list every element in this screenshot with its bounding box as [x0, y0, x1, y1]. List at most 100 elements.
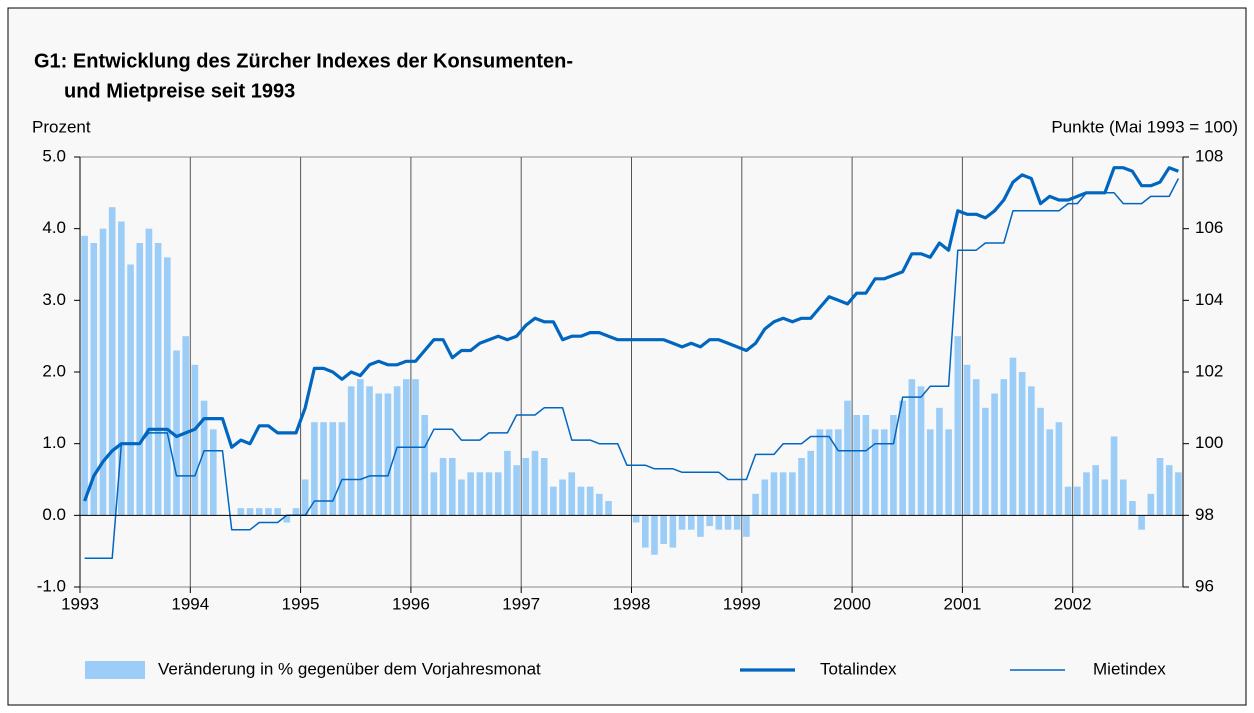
legend-label: Totalindex [820, 659, 897, 678]
bar [1165, 465, 1173, 516]
bar [605, 501, 612, 516]
bar [191, 364, 199, 516]
bar [880, 429, 888, 516]
bar [366, 386, 373, 516]
x-tick-label: 2000 [833, 594, 871, 613]
x-tick-label: 2002 [1054, 594, 1092, 613]
bar [540, 458, 548, 516]
bar [237, 508, 245, 516]
bar [1083, 472, 1090, 516]
bar [798, 458, 805, 516]
x-tick-label: 1999 [723, 594, 761, 613]
chart-title: G1: Entwicklung des Zürcher Indexes der … [34, 50, 573, 72]
bar [926, 429, 934, 516]
y-tick-label: 4.0 [42, 218, 66, 237]
bar [641, 515, 649, 548]
bar [209, 429, 217, 516]
bar [320, 422, 327, 516]
bar [1064, 486, 1072, 516]
bar [476, 472, 484, 516]
bar [871, 429, 879, 516]
bar [982, 407, 989, 516]
bar [1009, 357, 1017, 516]
bar [118, 221, 125, 516]
y-tick-label: 0.0 [42, 505, 66, 524]
bar [936, 407, 943, 516]
bar [963, 364, 971, 516]
bar [779, 472, 787, 516]
bar [715, 515, 723, 530]
bar [1000, 379, 1008, 516]
bar [577, 486, 585, 516]
y-tick-label: 1.0 [42, 433, 66, 452]
bar [789, 472, 796, 516]
bar [669, 515, 677, 548]
x-tick-label: 1998 [613, 594, 651, 613]
bar [1046, 429, 1054, 516]
y-tick-label: 2.0 [42, 361, 66, 380]
bar [706, 515, 713, 527]
x-tick-label: 1997 [502, 594, 540, 613]
y-tick-label: -1.0 [37, 576, 66, 595]
bar [1147, 493, 1155, 516]
bar [311, 422, 318, 516]
bar [182, 336, 190, 516]
bar [1055, 422, 1063, 516]
y2-tick-label: 96 [1195, 576, 1214, 595]
bar [164, 257, 171, 516]
bar [899, 400, 906, 516]
bar [807, 450, 815, 516]
bar [522, 458, 530, 516]
bar [283, 515, 291, 523]
bar [825, 429, 833, 516]
bar [292, 508, 300, 516]
y2-tick-label: 98 [1195, 505, 1214, 524]
bar [513, 465, 520, 516]
bar [743, 515, 750, 537]
bar [586, 486, 594, 516]
bar [559, 479, 566, 516]
bar [99, 228, 107, 516]
bar [835, 429, 842, 516]
bar [301, 479, 309, 516]
bar [596, 493, 603, 516]
y2-tick-label: 108 [1195, 146, 1223, 165]
bar [1138, 515, 1145, 530]
bar [265, 508, 272, 516]
bar [1073, 486, 1081, 516]
bar [917, 386, 925, 516]
x-tick-label: 1994 [171, 594, 209, 613]
bar [108, 207, 116, 516]
bar [1175, 472, 1182, 516]
bar [485, 472, 493, 516]
bar [329, 422, 337, 516]
y-tick-label: 3.0 [42, 290, 66, 309]
bar [632, 515, 640, 523]
bar [430, 472, 438, 516]
y2-tick-label: 100 [1195, 433, 1223, 452]
bar [136, 243, 144, 516]
bar [1129, 501, 1136, 516]
x-tick-label: 1995 [282, 594, 320, 613]
legend-label: Mietindex [1093, 659, 1166, 678]
y2-tick-label: 104 [1195, 290, 1223, 309]
x-tick-label: 1996 [392, 594, 430, 613]
bar [494, 472, 502, 516]
bar [1110, 436, 1118, 516]
bar [274, 508, 281, 516]
bar [531, 450, 539, 516]
bar [1037, 407, 1044, 516]
bar [908, 379, 916, 516]
bar [660, 515, 667, 544]
bar [770, 472, 778, 516]
bar [991, 393, 998, 516]
bar [568, 472, 576, 516]
y-tick-label: 5.0 [42, 146, 66, 165]
bar [467, 472, 474, 516]
bar [393, 386, 401, 516]
x-tick-label: 1993 [61, 594, 99, 613]
bar [651, 515, 658, 555]
y2-axis-label: Punkte (Mai 1993 = 100) [1051, 117, 1238, 136]
